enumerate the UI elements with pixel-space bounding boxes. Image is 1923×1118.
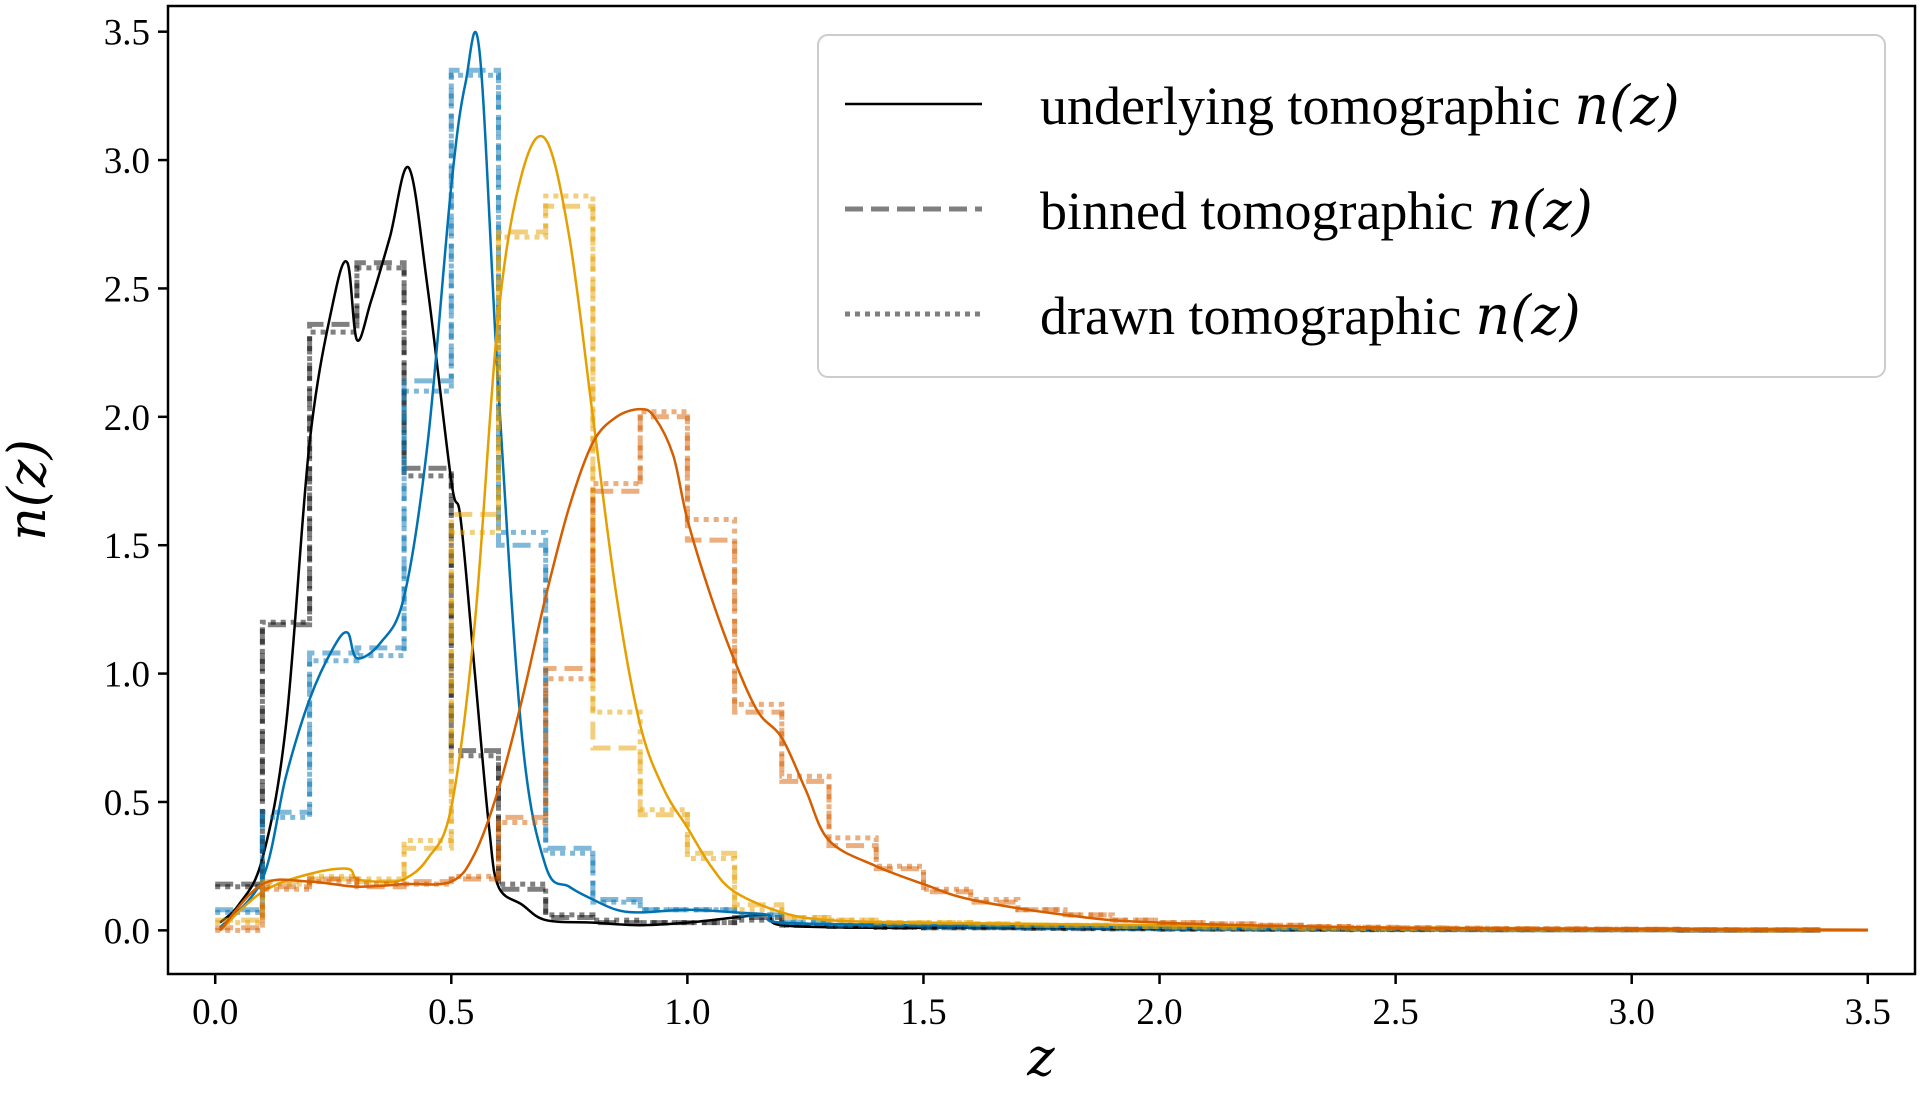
y-tick-label: 2.5	[104, 269, 150, 310]
series-4	[215, 407, 1868, 933]
legend: underlying tomographic n(z)binned tomogra…	[817, 34, 1886, 378]
x-axis-ticks: 0.0 0.5 1.0 1.5 2.0 2.5 3.0 3.5	[192, 974, 1891, 1033]
legend-label-dotted: drawn tomographic n(z)	[1040, 284, 1581, 347]
underlying-nz-line-2	[218, 30, 1868, 932]
y-tick-label: 1.5	[104, 526, 150, 567]
legend-label-text: drawn tomographic	[1040, 286, 1461, 346]
underlying-nz-line-3	[219, 134, 1868, 932]
y-axis-ticks: 0.0 0.5 1.0 1.5 2.0 2.5 3.0 3.5	[104, 13, 168, 952]
x-tick-label: 1.5	[900, 992, 946, 1033]
legend-label-math: n(z)	[1475, 284, 1580, 347]
x-tick-label: 2.5	[1372, 992, 1418, 1033]
legend-label-dashed: binned tomographic n(z)	[1040, 179, 1593, 242]
y-tick-label: 3.0	[104, 141, 150, 182]
x-tick-label: 0.5	[428, 992, 474, 1033]
legend-label-math: n(z)	[1574, 74, 1679, 137]
legend-label-solid: underlying tomographic n(z)	[1040, 74, 1680, 137]
legend-label-text: underlying tomographic	[1040, 76, 1560, 136]
y-tick-label: 2.0	[104, 398, 150, 439]
y-tick-label: 1.0	[104, 655, 150, 696]
plot-frame	[166, 4, 1917, 976]
x-tick-label: 3.0	[1609, 992, 1655, 1033]
x-tick-label: 0.0	[192, 992, 238, 1033]
legend-frame	[817, 34, 1886, 378]
y-axis-label: n(z)	[0, 439, 58, 540]
underlying-nz-line-4	[218, 407, 1868, 932]
x-tick-label: 3.5	[1845, 992, 1891, 1033]
y-tick-label: 3.5	[104, 13, 150, 54]
x-tick-label: 1.0	[664, 992, 710, 1033]
legend-label-text: binned tomographic	[1040, 181, 1473, 241]
y-tick-label: 0.5	[104, 783, 150, 824]
y-tick-label: 0.0	[104, 911, 150, 952]
x-axis-label: z	[1026, 1028, 1055, 1088]
legend-label-math: n(z)	[1487, 179, 1592, 242]
series-layer	[215, 30, 1868, 933]
binned-nz-line-4	[215, 414, 1821, 933]
drawn-nz-line-4	[215, 409, 1821, 933]
x-tick-label: 2.0	[1136, 992, 1182, 1033]
